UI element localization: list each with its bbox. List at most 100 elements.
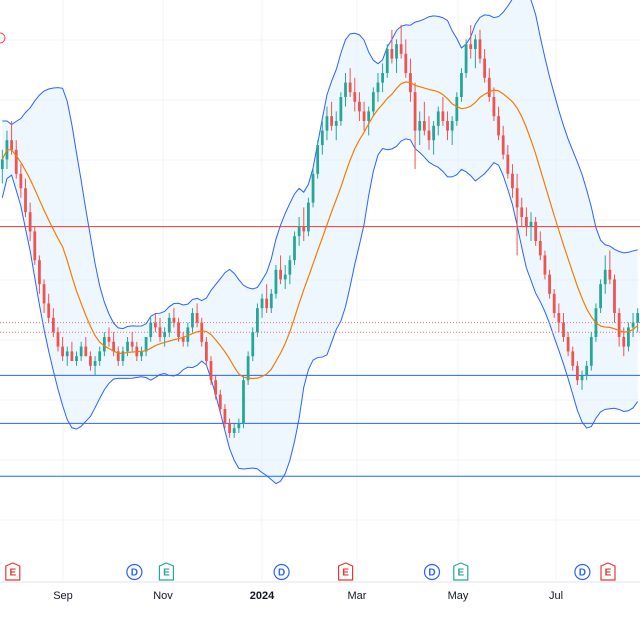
candle-body	[242, 380, 245, 424]
candle-body	[432, 125, 436, 141]
candle-body	[14, 149, 18, 174]
x-tick-label: Mar	[348, 590, 367, 602]
candle-body	[93, 361, 97, 366]
candle-body	[251, 332, 255, 357]
candle-body	[186, 327, 190, 342]
candle-body	[288, 260, 292, 275]
candle-body	[418, 121, 422, 131]
earnings-marker-icon[interactable]: E	[158, 562, 174, 581]
candle-body	[228, 423, 231, 433]
candle-body	[163, 332, 167, 337]
candle-body	[107, 337, 111, 342]
alert-marker-icon[interactable]	[0, 32, 6, 44]
moving-average	[1, 81, 639, 380]
candle-body	[204, 341, 208, 361]
x-tick-label: May	[448, 590, 469, 602]
candle-body	[478, 39, 482, 59]
candle-body	[246, 356, 250, 381]
candle-body	[223, 409, 227, 424]
earnings-badge-shape	[453, 562, 469, 581]
x-tick-label: Sep	[53, 590, 73, 602]
candle-body	[464, 44, 468, 73]
candle-body	[279, 269, 282, 280]
candle-body	[19, 173, 23, 189]
candle-body	[214, 380, 218, 395]
candle-body	[469, 44, 473, 49]
candle-body	[576, 365, 579, 381]
candle-body	[181, 337, 185, 342]
earnings-marker-icon[interactable]: E	[5, 562, 21, 581]
candle-body	[399, 44, 403, 54]
candle-body	[297, 226, 301, 237]
horizontal-levels	[0, 226, 640, 477]
candle-body	[501, 135, 505, 155]
candle-body	[571, 351, 575, 366]
candle-body	[524, 217, 528, 227]
candle-body	[167, 317, 171, 333]
candle-body	[589, 337, 593, 366]
dividend-marker-icon[interactable]: D	[574, 563, 591, 581]
band-fill	[2, 0, 638, 484]
candle-body	[636, 313, 640, 323]
candle-body	[580, 375, 584, 381]
candle-body	[112, 341, 116, 352]
candle-body	[121, 351, 125, 361]
candle-body	[269, 293, 273, 309]
candle-body	[320, 130, 324, 145]
candle-body	[140, 351, 143, 357]
upper-band-line	[2, 0, 638, 330]
candle-body	[316, 145, 320, 174]
candle-body	[84, 346, 88, 357]
candle-body	[599, 284, 602, 309]
candle-body	[603, 269, 607, 285]
candle-body	[552, 293, 556, 313]
candle-body	[130, 341, 134, 347]
event-badge-label: E	[605, 568, 612, 579]
dividend-marker-icon[interactable]: D	[126, 563, 143, 581]
lower-band-line	[1, 138, 639, 485]
candle-body	[70, 351, 74, 361]
candle-body	[28, 212, 32, 232]
candle-body	[557, 313, 561, 323]
candle-body	[89, 356, 92, 366]
candle-body	[455, 97, 459, 121]
candle-body	[61, 346, 64, 357]
candle-body	[520, 207, 524, 217]
candle-body	[274, 269, 278, 294]
candle-body	[390, 49, 394, 59]
event-badge-label: D	[131, 568, 138, 579]
x-tick-label: Jul	[549, 590, 563, 602]
dividend-badge-circle	[574, 563, 591, 581]
candle-body	[237, 423, 241, 429]
candle-body	[534, 221, 538, 241]
candle-body	[209, 361, 213, 381]
candle-body	[446, 121, 449, 131]
candle-body	[395, 44, 398, 59]
candle-body	[358, 101, 361, 112]
candle-body	[51, 317, 55, 333]
candle-body	[126, 341, 129, 352]
event-badge-label: E	[163, 568, 170, 579]
dividend-marker-icon[interactable]: D	[273, 563, 290, 581]
earnings-marker-icon[interactable]: E	[600, 562, 616, 581]
candle-body	[24, 188, 27, 213]
candle-body	[102, 337, 106, 352]
candle-body	[79, 346, 83, 357]
candle-body	[177, 322, 180, 337]
candle-body	[436, 111, 440, 126]
candle-body	[492, 97, 496, 117]
candle-body	[548, 274, 551, 294]
event-badge-label: E	[342, 568, 349, 579]
candle-body	[404, 53, 408, 73]
candle-body	[613, 279, 616, 313]
earnings-marker-icon[interactable]: E	[338, 562, 354, 581]
candle-body	[631, 322, 635, 328]
dividend-badge-circle	[423, 563, 441, 581]
earnings-marker-icon[interactable]: E	[453, 562, 469, 581]
candle-body	[158, 327, 162, 337]
candle-body	[334, 121, 338, 126]
dividend-marker-icon[interactable]: D	[423, 563, 441, 581]
moving-average-line	[1, 81, 639, 380]
earnings-badge-shape	[338, 562, 354, 581]
